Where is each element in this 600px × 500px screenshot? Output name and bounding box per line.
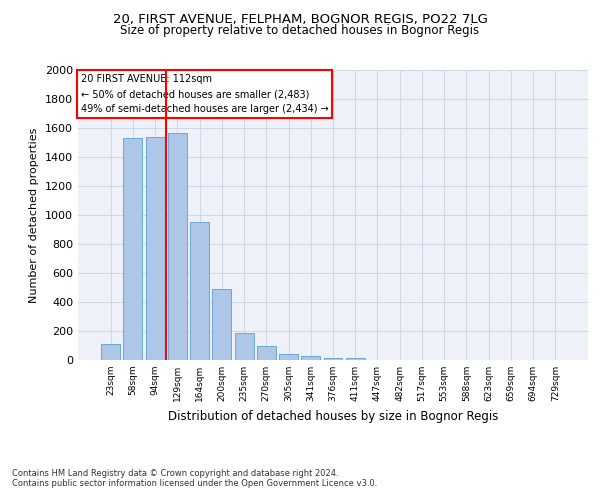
- Bar: [101, 344, 120, 360]
- Text: Size of property relative to detached houses in Bognor Regis: Size of property relative to detached ho…: [121, 24, 479, 37]
- Bar: [190, 222, 209, 360]
- Bar: [257, 346, 276, 360]
- Bar: [124, 138, 142, 360]
- X-axis label: Distribution of detached houses by size in Bognor Regis: Distribution of detached houses by size …: [168, 410, 498, 422]
- Bar: [212, 289, 231, 360]
- Text: Contains public sector information licensed under the Open Government Licence v3: Contains public sector information licen…: [12, 478, 377, 488]
- Bar: [279, 354, 298, 360]
- Bar: [301, 356, 320, 360]
- Text: 20 FIRST AVENUE: 112sqm
← 50% of detached houses are smaller (2,483)
49% of semi: 20 FIRST AVENUE: 112sqm ← 50% of detache…: [80, 74, 328, 114]
- Bar: [146, 136, 164, 360]
- Bar: [168, 133, 187, 360]
- Text: Contains HM Land Registry data © Crown copyright and database right 2024.: Contains HM Land Registry data © Crown c…: [12, 468, 338, 477]
- Y-axis label: Number of detached properties: Number of detached properties: [29, 128, 40, 302]
- Bar: [235, 333, 254, 360]
- Bar: [323, 358, 343, 360]
- Bar: [346, 358, 365, 360]
- Text: 20, FIRST AVENUE, FELPHAM, BOGNOR REGIS, PO22 7LG: 20, FIRST AVENUE, FELPHAM, BOGNOR REGIS,…: [113, 12, 487, 26]
